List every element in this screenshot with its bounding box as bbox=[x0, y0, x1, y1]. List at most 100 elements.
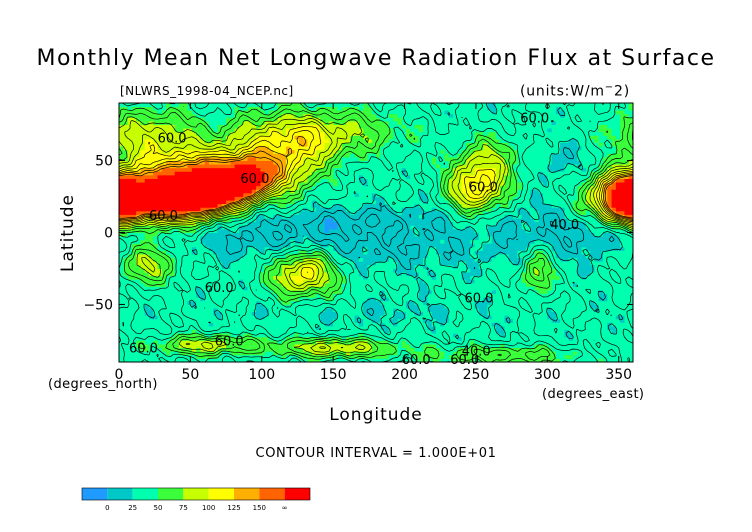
heatmap-cell bbox=[320, 344, 325, 349]
heatmap-cell bbox=[247, 290, 253, 295]
heatmap-cell bbox=[585, 304, 591, 309]
heatmap-cell bbox=[551, 333, 557, 338]
heatmap-cell bbox=[384, 308, 390, 313]
heatmap-cell bbox=[530, 311, 535, 316]
heatmap-cell bbox=[217, 282, 223, 287]
heatmap-cell bbox=[594, 282, 600, 287]
heatmap-cell bbox=[397, 340, 403, 345]
heatmap-cell bbox=[316, 315, 321, 320]
heatmap-cell bbox=[363, 300, 368, 305]
heatmap-cell bbox=[363, 326, 368, 331]
heatmap-cell bbox=[435, 264, 441, 269]
heatmap-cell bbox=[491, 272, 497, 277]
heatmap-cell bbox=[290, 221, 296, 226]
heatmap-cell bbox=[487, 264, 493, 269]
heatmap-cell bbox=[611, 344, 617, 349]
heatmap-cell bbox=[371, 236, 377, 241]
heatmap-cell bbox=[521, 246, 527, 251]
heatmap-cell bbox=[568, 264, 574, 269]
heatmap-cell bbox=[555, 243, 561, 248]
heatmap-cell bbox=[251, 318, 257, 323]
heatmap-cell bbox=[397, 268, 403, 273]
heatmap-cell bbox=[483, 358, 488, 363]
heatmap-cell bbox=[585, 243, 591, 248]
heatmap-cell bbox=[170, 304, 176, 309]
heatmap-cell bbox=[560, 264, 565, 269]
heatmap-cell bbox=[140, 347, 146, 352]
heatmap-cell bbox=[217, 232, 223, 237]
heatmap-cell bbox=[281, 358, 287, 363]
heatmap-cell bbox=[350, 279, 355, 284]
heatmap-cell bbox=[521, 333, 527, 338]
heatmap-cell bbox=[208, 236, 214, 241]
heatmap-cell bbox=[401, 354, 407, 359]
heatmap-cell bbox=[530, 351, 535, 356]
heatmap-cell bbox=[607, 326, 612, 331]
heatmap-cell bbox=[157, 275, 163, 280]
heatmap-cell bbox=[324, 275, 330, 280]
heatmap-cell bbox=[504, 286, 510, 291]
heatmap-cell bbox=[178, 308, 184, 313]
heatmap-cell bbox=[178, 329, 184, 334]
heatmap-cell bbox=[303, 279, 308, 284]
heatmap-cell bbox=[513, 293, 518, 298]
heatmap-cell bbox=[500, 264, 505, 269]
heatmap-cell bbox=[594, 290, 600, 295]
heatmap-cell bbox=[435, 308, 441, 313]
heatmap-cell bbox=[615, 322, 621, 327]
heatmap-cell bbox=[564, 318, 570, 323]
heatmap-cell bbox=[208, 257, 214, 262]
heatmap-cell bbox=[350, 340, 355, 345]
heatmap-cell bbox=[153, 358, 158, 363]
heatmap-cell bbox=[174, 236, 180, 241]
heatmap-cell bbox=[590, 268, 595, 273]
heatmap-cell bbox=[277, 308, 283, 313]
heatmap-cell bbox=[247, 268, 253, 273]
heatmap-cell bbox=[603, 282, 608, 287]
heatmap-cell bbox=[213, 351, 218, 356]
heatmap-cell bbox=[465, 279, 471, 284]
heatmap-cell bbox=[170, 336, 176, 341]
heatmap-cell bbox=[294, 264, 300, 269]
heatmap-cell bbox=[457, 333, 463, 338]
heatmap-cell bbox=[500, 322, 505, 327]
heatmap-cell bbox=[303, 304, 308, 309]
heatmap-cell bbox=[290, 336, 296, 341]
heatmap-cell bbox=[144, 347, 150, 352]
heatmap-cell bbox=[174, 358, 180, 363]
heatmap-cell bbox=[388, 329, 394, 334]
heatmap-cell bbox=[208, 333, 214, 338]
heatmap-cell bbox=[196, 358, 201, 363]
heatmap-cell bbox=[448, 347, 454, 352]
heatmap-cell bbox=[388, 351, 394, 356]
heatmap-cell bbox=[333, 318, 338, 323]
heatmap-cell bbox=[144, 250, 150, 255]
heatmap-cell bbox=[444, 340, 450, 345]
heatmap-cell bbox=[431, 322, 437, 327]
heatmap-cell bbox=[547, 308, 553, 313]
heatmap-cell bbox=[615, 279, 621, 284]
heatmap-cell bbox=[448, 272, 454, 277]
heatmap-cell bbox=[431, 308, 437, 313]
heatmap-cell bbox=[251, 333, 257, 338]
heatmap-cell bbox=[153, 322, 158, 327]
heatmap-cell bbox=[337, 268, 343, 273]
heatmap-cell bbox=[513, 336, 518, 341]
heatmap-cell bbox=[487, 308, 493, 313]
heatmap-cell bbox=[123, 254, 128, 259]
heatmap-cell bbox=[388, 297, 394, 302]
heatmap-cell bbox=[307, 333, 313, 338]
heatmap-cell bbox=[525, 279, 531, 284]
heatmap-cell bbox=[491, 311, 497, 316]
heatmap-cell bbox=[444, 308, 450, 313]
heatmap-cell bbox=[457, 336, 463, 341]
heatmap-cell bbox=[388, 336, 394, 341]
heatmap-cell bbox=[560, 326, 565, 331]
heatmap-cell bbox=[251, 236, 257, 241]
heatmap-cell bbox=[521, 351, 527, 356]
heatmap-cell bbox=[487, 333, 493, 338]
heatmap-cell bbox=[603, 300, 608, 305]
heatmap-cell bbox=[320, 286, 325, 291]
heatmap-cell bbox=[217, 250, 223, 255]
heatmap-cell bbox=[564, 347, 570, 352]
